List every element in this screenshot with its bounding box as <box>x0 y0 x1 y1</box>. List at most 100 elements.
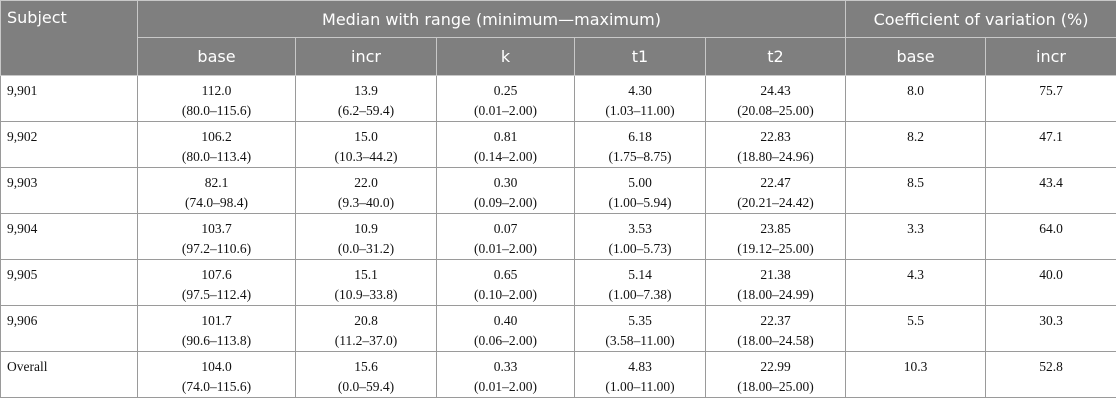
median-value: 23.85 <box>760 221 791 236</box>
median-cell: 22.83 (18.80–24.96) <box>704 121 847 168</box>
range-value: (0.06–2.00) <box>474 333 537 348</box>
median-value: 15.6 <box>354 359 378 374</box>
range-value: (18.00–24.99) <box>737 287 814 302</box>
median-cell: 107.6 (97.5–112.4) <box>137 259 296 306</box>
median-cell: 4.83 (1.00–11.00) <box>574 351 706 398</box>
median-value: 0.65 <box>493 267 518 282</box>
range-value: (74.0–98.4) <box>185 195 248 210</box>
cv-cell: 64.0 <box>985 213 1116 260</box>
header-cell: Coefficient of variation (%) <box>845 0 1116 38</box>
median-cell: 0.25 (0.01–2.00) <box>436 75 575 122</box>
median-cell: 22.47 (20.21–24.42) <box>704 167 847 214</box>
table-row: 9,903 82.1 (74.0–98.4) 22.0 (9.3–40.0) 0.30 (0… <box>0 167 1116 214</box>
cv-cell: 8.0 <box>845 75 987 122</box>
cv-cell: 4.3 <box>845 259 987 306</box>
median-value: 0.07 <box>493 221 518 236</box>
range-value: (1.00–11.00) <box>605 379 675 394</box>
median-cell: 24.43 (20.08–25.00) <box>704 75 847 122</box>
median-value: 20.8 <box>354 313 378 328</box>
median-cell: 10.9 (0.0–31.2) <box>295 213 437 260</box>
median-value: 0.25 <box>493 83 518 98</box>
median-cell: 4.30 (1.03–11.00) <box>574 75 706 122</box>
median-cell: 22.37 (18.00–24.58) <box>704 305 847 352</box>
median-value: 0.33 <box>493 359 518 374</box>
header-cell: incr <box>295 37 437 76</box>
median-value: 13.9 <box>354 83 378 98</box>
header-row: Subject Median with range (minimum—maxim… <box>0 0 1116 76</box>
range-value: (10.9–33.8) <box>334 287 398 302</box>
median-cell: 0.30 (0.09–2.00) <box>436 167 575 214</box>
median-value: 101.7 <box>201 313 232 328</box>
range-value: (9.3–40.0) <box>337 195 395 210</box>
header-cell: base <box>845 37 987 76</box>
table-row: Overall 104.0 (74.0–115.6) 15.6 (0.0–59.4) 0.… <box>0 351 1116 398</box>
median-cell: 20.8 (11.2–37.0) <box>295 305 437 352</box>
range-value: (1.00–5.73) <box>608 241 672 256</box>
median-value: 15.0 <box>354 129 378 144</box>
cv-cell: 52.8 <box>985 351 1116 398</box>
median-value: 5.00 <box>628 175 652 190</box>
cv-cell: 47.1 <box>985 121 1116 168</box>
range-value: (1.00–7.38) <box>608 287 672 302</box>
median-cell: 5.35 (3.58–11.00) <box>574 305 706 352</box>
median-value: 3.53 <box>628 221 652 236</box>
median-value: 107.6 <box>201 267 232 282</box>
header-cell: t2 <box>704 37 847 76</box>
range-value: (6.2–59.4) <box>337 103 395 118</box>
median-cell: 15.6 (0.0–59.4) <box>295 351 437 398</box>
median-cell: 5.14 (1.00–7.38) <box>574 259 706 306</box>
header-cell: base <box>137 37 296 76</box>
median-cell: 0.40 (0.06–2.00) <box>436 305 575 352</box>
table-row: 9,904 103.7 (97.2–110.6) 10.9 (0.0–31.2) 0.07… <box>0 213 1116 260</box>
median-value: 21.38 <box>760 267 791 282</box>
median-value: 22.83 <box>760 129 791 144</box>
median-value: 82.1 <box>204 175 229 190</box>
cv-cell: 8.5 <box>845 167 987 214</box>
median-cell: 101.7 (90.6–113.8) <box>137 305 296 352</box>
range-value: (20.21–24.42) <box>737 195 814 210</box>
header-cell: Median with range (minimum—maximum) <box>136 0 847 38</box>
header-cell: t1 <box>574 37 706 76</box>
median-value: 24.43 <box>760 83 791 98</box>
median-value: 4.30 <box>628 83 652 98</box>
median-cell: 103.7 (97.2–110.6) <box>137 213 296 260</box>
range-value: (1.00–5.94) <box>608 195 672 210</box>
subject-cell: 9,902 <box>0 121 138 168</box>
header-cell: Subject <box>0 0 138 76</box>
range-value: (18.80–24.96) <box>737 149 814 164</box>
median-cell: 5.00 (1.00–5.94) <box>574 167 706 214</box>
range-value: (11.2–37.0) <box>334 333 398 348</box>
table-row: 9,906 101.7 (90.6–113.8) 20.8 (11.2–37.0) 0.4… <box>0 305 1116 352</box>
median-cell: 82.1 (74.0–98.4) <box>137 167 296 214</box>
range-value: (0.0–31.2) <box>337 241 395 256</box>
median-value: 10.9 <box>354 221 378 236</box>
cv-cell: 40.0 <box>985 259 1116 306</box>
median-cell: 0.81 (0.14–2.00) <box>436 121 575 168</box>
median-cell: 22.0 (9.3–40.0) <box>295 167 437 214</box>
median-value: 22.47 <box>760 175 791 190</box>
median-cell: 15.1 (10.9–33.8) <box>295 259 437 306</box>
median-value: 15.1 <box>354 267 378 282</box>
range-value: (97.2–110.6) <box>181 241 252 256</box>
range-value: (20.08–25.00) <box>737 103 814 118</box>
median-cell: 0.07 (0.01–2.00) <box>436 213 575 260</box>
table-header: Subject Median with range (minimum—maxim… <box>0 0 1116 76</box>
median-cell: 15.0 (10.3–44.2) <box>295 121 437 168</box>
cv-cell: 8.2 <box>845 121 987 168</box>
range-value: (0.01–2.00) <box>474 241 537 256</box>
table-row: 9,905 107.6 (97.5–112.4) 15.1 (10.9–33.8) 0.6… <box>0 259 1116 306</box>
median-value: 6.18 <box>628 129 652 144</box>
median-cell: 3.53 (1.00–5.73) <box>574 213 706 260</box>
median-cell: 0.65 (0.10–2.00) <box>436 259 575 306</box>
header-row: base incr k t1 t2 base incr <box>1 37 1116 76</box>
range-value: (0.01–2.00) <box>474 103 537 118</box>
range-value: (0.0–59.4) <box>337 379 395 394</box>
median-cell: 106.2 (80.0–113.4) <box>137 121 296 168</box>
range-value: (10.3–44.2) <box>334 149 398 164</box>
subject-cell: Overall <box>0 351 138 398</box>
subject-cell: 9,905 <box>0 259 138 306</box>
median-value: 103.7 <box>201 221 232 236</box>
range-value: (74.0–115.6) <box>181 379 252 394</box>
